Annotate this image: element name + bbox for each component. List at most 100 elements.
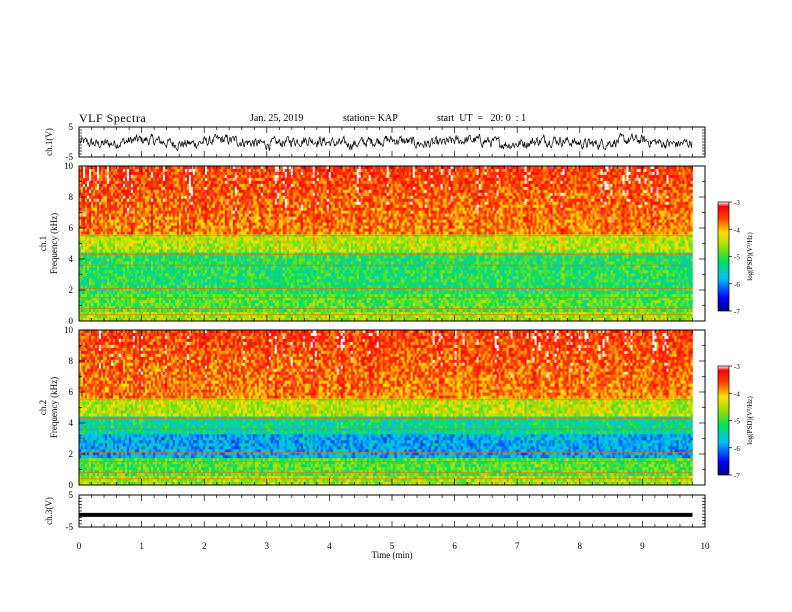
heatmap-cell [113, 178, 115, 181]
heatmap-cell [101, 267, 103, 270]
heatmap-cell [101, 172, 103, 175]
heatmap-cell [83, 291, 85, 294]
heatmap-cell [107, 235, 109, 238]
heatmap-cell [113, 184, 115, 187]
heatmap-cell [101, 220, 103, 223]
heatmap-cell [89, 255, 91, 258]
heatmap-cell [113, 190, 115, 193]
heatmap-cell [81, 300, 83, 303]
heatmap-cell [95, 214, 97, 217]
heatmap-cell [109, 208, 111, 211]
heatmap-cell [101, 232, 103, 235]
heatmap-cell [111, 309, 113, 312]
heatmap-cell [95, 223, 97, 226]
heatmap-cell [95, 279, 97, 282]
heatmap-cell [109, 315, 111, 318]
heatmap-cell [113, 276, 115, 279]
heatmap-cell [91, 282, 93, 285]
heatmap-cell [113, 169, 115, 172]
heatmap-cell [109, 211, 111, 214]
heatmap-cell [87, 238, 89, 241]
heatmap-cell [105, 199, 107, 202]
heatmap-cell [89, 261, 91, 264]
heatmap-cell [81, 178, 83, 181]
heatmap-cell [111, 238, 113, 241]
heatmap-cell [85, 315, 87, 318]
heatmap-cell [83, 309, 85, 312]
heatmap-cell [91, 232, 93, 235]
heatmap-cell [101, 291, 103, 294]
heatmap-cell [103, 223, 105, 226]
heatmap-cell [99, 232, 101, 235]
heatmap-cell [93, 229, 95, 232]
heatmap-cell [95, 193, 97, 196]
heatmap-cell [95, 241, 97, 244]
heatmap-cell [89, 196, 91, 199]
heatmap-cell [101, 285, 103, 288]
heatmap-cell [97, 241, 99, 244]
heatmap-cell [91, 273, 93, 276]
heatmap-cell [113, 279, 115, 282]
heatmap-cell [99, 199, 101, 202]
heatmap-cell [101, 226, 103, 229]
heatmap-cell [113, 214, 115, 217]
heatmap-cell [89, 246, 91, 249]
heatmap-cell [103, 214, 105, 217]
heatmap-cell [87, 241, 89, 244]
heatmap-cell [83, 294, 85, 297]
heatmap-cell [109, 294, 111, 297]
heatmap-cell [103, 175, 105, 178]
heatmap-cell [109, 276, 111, 279]
heatmap-cell [107, 244, 109, 247]
heatmap-cell [87, 220, 89, 223]
heatmap-cell [85, 282, 87, 285]
heatmap-cell [87, 303, 89, 306]
heatmap-cell [83, 279, 85, 282]
heatmap-cell [113, 285, 115, 288]
heatmap-cell [91, 217, 93, 220]
heatmap-cell [87, 255, 89, 258]
heatmap-cell [89, 244, 91, 247]
heatmap-cell [97, 220, 99, 223]
heatmap-cell [93, 187, 95, 190]
heatmap-cell [101, 184, 103, 187]
heatmap-cell [111, 291, 113, 294]
heatmap-cell [89, 178, 91, 181]
heatmap-cell [107, 273, 109, 276]
heatmap-cell [87, 226, 89, 229]
heatmap-cell [101, 270, 103, 273]
heatmap-cell [85, 208, 87, 211]
heatmap-cell [109, 175, 111, 178]
heatmap-cell [111, 208, 113, 211]
heatmap-cell [111, 172, 113, 175]
heatmap-cell [87, 214, 89, 217]
heatmap-cell [87, 300, 89, 303]
heatmap-cell [115, 178, 117, 181]
heatmap-cell [99, 309, 101, 312]
heatmap-cell [89, 291, 91, 294]
heatmap-cell [107, 279, 109, 282]
heatmap-cell [81, 199, 83, 202]
heatmap-cell [93, 223, 95, 226]
heatmap-cell [107, 255, 109, 258]
heatmap-cell [91, 255, 93, 258]
heatmap-cell [107, 196, 109, 199]
heatmap-cell [109, 223, 111, 226]
heatmap-cell [109, 178, 111, 181]
heatmap-cell [101, 241, 103, 244]
heatmap-cell [103, 279, 105, 282]
heatmap-cell [113, 208, 115, 211]
heatmap-cell [93, 205, 95, 208]
heatmap-cell [105, 238, 107, 241]
heatmap-cell [93, 303, 95, 306]
heatmap-cell [95, 181, 97, 184]
heatmap-cell [107, 175, 109, 178]
heatmap-cell [83, 235, 85, 238]
heatmap-cell [87, 190, 89, 193]
heatmap-cell [85, 172, 87, 175]
heatmap-cell [99, 193, 101, 196]
heatmap-cell [109, 196, 111, 199]
heatmap-cell [109, 232, 111, 235]
heatmap-cell [85, 270, 87, 273]
heatmap-cell [81, 267, 83, 270]
